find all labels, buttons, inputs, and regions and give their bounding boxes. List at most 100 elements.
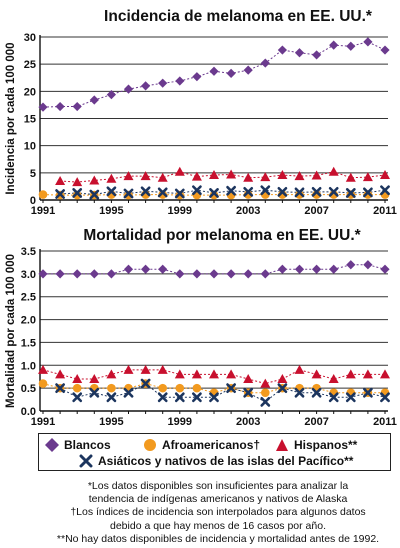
mortality-point-blancos (243, 269, 253, 279)
incidence-y-axis-label: Incidencia por cada 100 000 (5, 42, 17, 194)
incidence-x-tick-label: 2011 (373, 205, 397, 217)
incidence-point-hispanos (55, 175, 66, 185)
mortality-point-blancos (226, 269, 236, 279)
incidence-x-tick-label: 1991 (31, 205, 55, 217)
incidence-point-hispanos (157, 172, 168, 182)
incidence-point-blancos (72, 101, 82, 112)
incidence-point-blancos (329, 40, 339, 50)
mortality-point-asiaticos (294, 387, 305, 398)
incidence-point-asiaticos (363, 187, 373, 198)
incidence-point-hispanos (345, 172, 356, 182)
legend-item-afroamericanos: Afroamericanos† (143, 438, 260, 452)
incidence-point-blancos (380, 45, 390, 55)
mortality-point-afroamericanos (72, 383, 82, 393)
incidence-point-asiaticos (328, 186, 339, 197)
incidence-point-blancos (277, 45, 287, 55)
mortality-point-blancos (55, 269, 65, 279)
mortality-point-hispanos (277, 374, 288, 383)
mortality-point-afroamericanos (261, 388, 270, 398)
incidence-point-asiaticos (123, 188, 134, 199)
incidence-point-hispanos (277, 170, 288, 180)
mortality-point-hispanos (260, 378, 271, 388)
mortality-point-blancos (123, 264, 134, 274)
mortality-point-asiaticos (328, 392, 339, 403)
mortality-point-afroamericanos (38, 379, 48, 388)
mortality-y-tick-label: 2.0 (21, 315, 36, 327)
mortality-point-afroamericanos (107, 383, 116, 393)
incidence-x-tick-label: 1999 (168, 205, 192, 217)
incidence-point-asiaticos (157, 187, 168, 198)
mortality-point-hispanos (89, 374, 100, 383)
incidence-point-blancos (243, 65, 253, 75)
mortality-point-blancos (38, 269, 48, 279)
mortality-point-blancos (329, 264, 339, 274)
incidence-point-asiaticos (277, 186, 288, 197)
incidence-point-blancos (38, 102, 48, 112)
legend: Blancos Afroamericanos† Hispanos** Asiát… (38, 433, 391, 471)
mortality-point-blancos (346, 260, 356, 270)
incidence-point-asiaticos (209, 188, 219, 198)
incidence-y-tick-label: 10 (24, 141, 36, 153)
x-marker-icon (79, 454, 93, 468)
incidence-point-hispanos (191, 171, 202, 181)
incidence-point-blancos (175, 76, 185, 86)
mortality-point-asiaticos (89, 387, 100, 398)
mortality-point-hispanos (294, 364, 305, 374)
charts-canvas: Incidencia de melanoma en EE. UU.* Incide… (5, 8, 397, 428)
mortality-point-asiaticos (243, 387, 254, 398)
mortality-point-asiaticos (363, 387, 373, 398)
incidence-point-blancos (192, 72, 202, 82)
mortality-y-tick-label: 3.0 (21, 269, 36, 281)
incidence-point-asiaticos (89, 189, 100, 200)
mortality-point-afroamericanos (175, 383, 185, 393)
mortality-point-hispanos (243, 374, 254, 383)
incidence-point-hispanos (123, 171, 134, 181)
mortality-point-asiaticos (72, 392, 83, 403)
incidence-point-blancos (209, 66, 219, 76)
mortality-y-tick-label: 3.5 (21, 246, 36, 258)
mortality-point-afroamericanos (192, 383, 202, 393)
incidence-point-asiaticos (380, 185, 390, 196)
mortality-point-asiaticos (106, 392, 117, 403)
incidence-point-blancos (158, 78, 168, 88)
footnote-line: tendencia de indígenas americanos y nati… (88, 493, 348, 506)
incidence-chart: Incidencia de melanoma en EE. UU.* Incide… (5, 8, 397, 217)
triangle-marker-icon (276, 439, 288, 451)
mortality-point-blancos (192, 269, 202, 279)
mortality-point-blancos (260, 269, 270, 279)
mortality-point-blancos (380, 264, 390, 274)
incidence-point-hispanos (380, 170, 390, 180)
mortality-y-tick-label: 0.0 (21, 406, 36, 418)
mortality-point-asiaticos (192, 392, 202, 403)
mortality-x-tick-label: 1999 (168, 416, 192, 428)
footnote-line: †Los índices de incidencia son interpola… (70, 506, 366, 519)
incidence-point-hispanos (311, 170, 322, 180)
incidence-point-afroamericanos (72, 190, 82, 200)
mortality-point-blancos (158, 264, 168, 274)
mortality-point-hispanos (55, 369, 66, 379)
mortality-point-blancos (312, 264, 322, 274)
mortality-y-axis-label: Mortalidad por cada 100 000 (5, 254, 17, 408)
mortality-point-hispanos (311, 369, 322, 379)
mortality-chart: Mortalidad por melanoma en EE. UU.* Morta… (5, 227, 397, 428)
incidence-point-hispanos (209, 170, 219, 180)
incidence-point-blancos (141, 81, 151, 91)
incidence-point-blancos (294, 48, 305, 58)
incidence-point-hispanos (226, 169, 237, 179)
incidence-point-blancos (312, 50, 322, 60)
incidence-point-asiaticos (345, 188, 356, 198)
footnote-line: *Los datos disponibles son insuficientes… (87, 480, 349, 492)
mortality-y-tick-label: 1.5 (21, 337, 36, 349)
mortality-point-hispanos (209, 369, 219, 379)
incidence-point-hispanos (294, 171, 305, 181)
incidence-y-tick-label: 25 (24, 59, 36, 71)
mortality-x-tick-label: 2011 (373, 416, 397, 428)
legend-label-hispanos: Hispanos** (294, 438, 358, 452)
mortality-point-asiaticos (380, 392, 390, 403)
incidence-point-blancos (363, 37, 373, 47)
mortality-point-asiaticos (157, 392, 168, 403)
mortality-point-blancos (141, 264, 151, 274)
mortality-point-blancos (363, 260, 373, 270)
incidence-x-tick-label: 2003 (236, 205, 260, 217)
